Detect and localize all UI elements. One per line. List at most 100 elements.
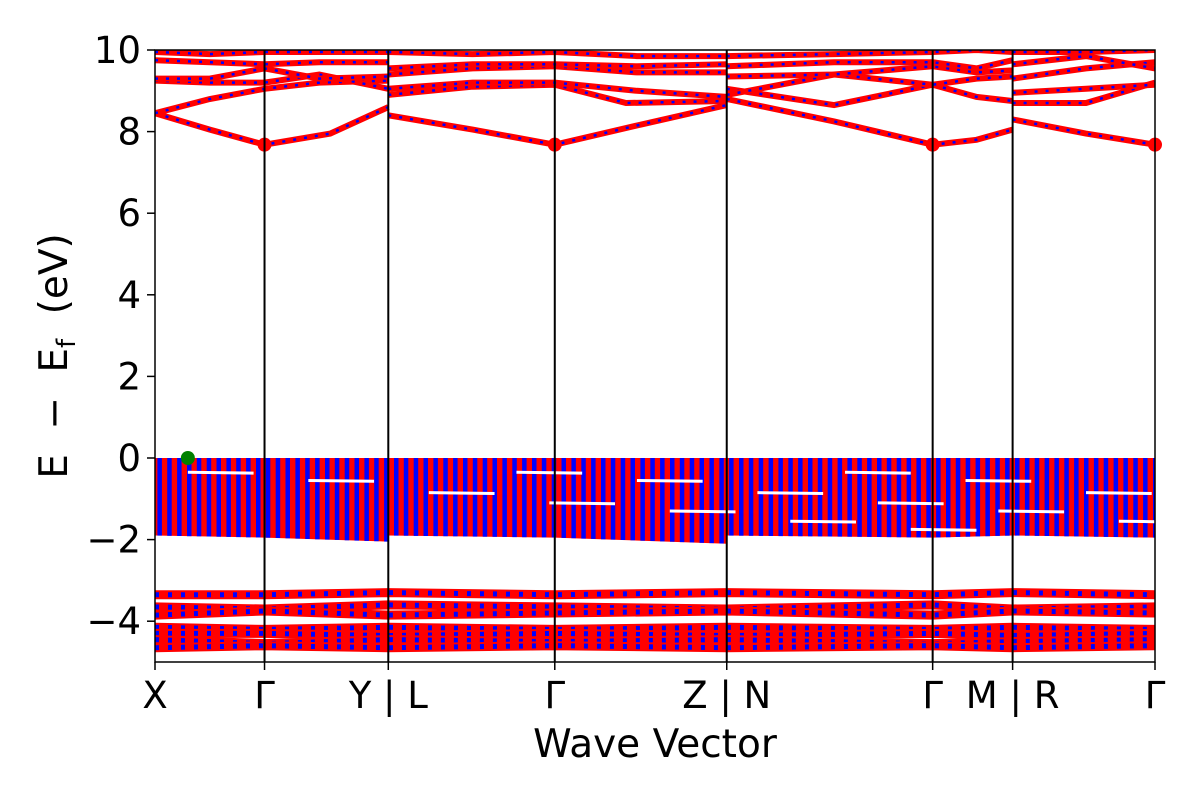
spin-down-band-segment xyxy=(1113,458,1119,537)
y-tick-label: 0 xyxy=(117,437,141,480)
spin-down-band-segment xyxy=(975,458,981,537)
spin-down-band-segment xyxy=(561,458,566,538)
spin-down-band-segment xyxy=(1074,458,1079,537)
valence-band-gap-line xyxy=(790,519,857,524)
spin-down-band-segment xyxy=(1153,458,1155,538)
vbm-marker xyxy=(180,451,195,465)
y-axis-ticks: −4 −2 0 2 4 6 8 10 xyxy=(86,29,155,643)
x-tick-label: Y | L xyxy=(348,674,429,717)
spin-down-band-segment xyxy=(670,458,675,542)
valence-band-gap-line xyxy=(757,491,824,495)
spin-down-band-segment xyxy=(532,458,537,538)
spin-down-band-segment xyxy=(522,458,527,538)
plot-area xyxy=(155,50,1155,653)
valence-band-gap-line xyxy=(549,501,616,506)
spin-down-band-segment xyxy=(758,458,764,536)
spin-down-band-segment xyxy=(709,458,714,544)
spin-down-band-segment xyxy=(660,458,665,542)
spin-down-band-segment xyxy=(433,458,438,537)
spin-down-band-segment xyxy=(610,458,616,540)
y-tick-label: 2 xyxy=(117,355,141,398)
x-tick-label: X xyxy=(142,674,167,717)
valence-band-v7-up xyxy=(155,641,1155,653)
spin-down-band-segment xyxy=(305,458,310,539)
plot-border xyxy=(154,49,1156,663)
spin-down-band-segment xyxy=(1024,458,1030,536)
spin-down-band-segment xyxy=(492,458,497,537)
spin-down-band-segment xyxy=(502,458,507,537)
spin-down-band-segment xyxy=(177,458,182,536)
spin-down-band-segment xyxy=(571,458,576,539)
valence-band-gap-line xyxy=(1118,519,1155,524)
spin-down-band-segment xyxy=(867,458,872,537)
spin-down-band-segment xyxy=(886,458,892,538)
y-tick-label: −4 xyxy=(86,600,141,643)
spin-down-band-segment xyxy=(689,458,695,543)
spin-down-band-segment xyxy=(226,458,231,537)
spin-down-band-segment xyxy=(1034,458,1040,536)
valence-band-gap-line xyxy=(1085,491,1152,495)
valence-band-v3-up xyxy=(155,606,1155,620)
x-tick-label: Γ xyxy=(1145,674,1166,717)
spin-down-band-segment xyxy=(916,458,921,538)
spin-down-band-segment xyxy=(630,458,635,541)
valence-band-gap-line xyxy=(187,470,254,475)
spin-down-band-segment xyxy=(699,458,704,543)
spin-down-band-segment xyxy=(453,458,458,537)
spin-down-band-segment xyxy=(827,458,833,537)
x-tick-label: Z | N xyxy=(682,674,771,717)
spin-down-band-segment xyxy=(926,458,931,538)
x-tick-label: M | R xyxy=(966,674,1060,717)
spin-down-band-segment xyxy=(275,458,281,538)
valence-band-v5-up xyxy=(155,628,1155,641)
spin-down-band-segment xyxy=(1093,458,1099,537)
spin-down-band-segment xyxy=(798,458,803,537)
y-tick-label: 8 xyxy=(117,111,141,154)
spin-down-band-segment xyxy=(216,458,221,537)
y-tick-label: 6 xyxy=(117,192,141,235)
conduction-band-c2-up xyxy=(155,77,1155,117)
axes-frame xyxy=(154,49,1156,663)
spin-down-band-segment xyxy=(896,458,902,538)
spin-down-band-segment xyxy=(1064,458,1069,537)
spin-down-band-segment xyxy=(206,458,212,537)
valence-band-v1-up xyxy=(155,588,1155,600)
valence-band-gap-line xyxy=(965,478,1032,483)
spin-down-band-segment xyxy=(1044,458,1050,536)
x-axis-ticks: X Γ Y | L Γ Z | N Γ M | R Γ xyxy=(142,662,1166,717)
spin-down-band-segment xyxy=(601,458,606,540)
y-axis-title: E − Ef (eV) xyxy=(32,233,85,478)
valence-band-v5-down xyxy=(155,630,1155,639)
spin-down-band-segment xyxy=(936,458,941,538)
spin-down-band-segment xyxy=(650,458,655,541)
spin-down-band-segment xyxy=(354,458,359,541)
spin-down-band-segment xyxy=(591,458,596,539)
spin-down-band-segment xyxy=(640,458,645,541)
spin-down-band-segment xyxy=(965,458,971,537)
spin-down-band-segment xyxy=(295,458,300,539)
spin-down-band-segment xyxy=(1005,458,1010,536)
spin-down-band-segment xyxy=(1143,458,1148,538)
valence-manifold-upper xyxy=(155,458,1155,544)
y-tick-label: 4 xyxy=(117,274,141,317)
spin-down-band-segment xyxy=(817,458,823,537)
spin-down-band-segment xyxy=(581,458,586,539)
spin-down-band-segment xyxy=(423,458,428,536)
spin-down-band-segment xyxy=(541,458,547,538)
spin-down-band-segment xyxy=(325,458,330,540)
spin-down-band-segment xyxy=(1133,458,1138,538)
spin-down-band-segment xyxy=(394,458,399,536)
spin-down-band-segment xyxy=(847,458,852,537)
spin-down-band-segment xyxy=(285,458,290,539)
spin-down-band-segment xyxy=(157,458,162,536)
spin-down-band-segment xyxy=(985,458,990,537)
spin-down-band-segment xyxy=(778,458,783,537)
spin-down-band-segment xyxy=(1084,458,1089,537)
x-tick-label: Γ xyxy=(254,674,275,717)
spin-down-band-segment xyxy=(167,458,172,536)
spin-down-band-segment xyxy=(857,458,862,537)
valence-band-v4-up xyxy=(155,622,1155,634)
spin-down-band-segment xyxy=(187,458,192,537)
spin-down-band-segment xyxy=(246,458,251,538)
